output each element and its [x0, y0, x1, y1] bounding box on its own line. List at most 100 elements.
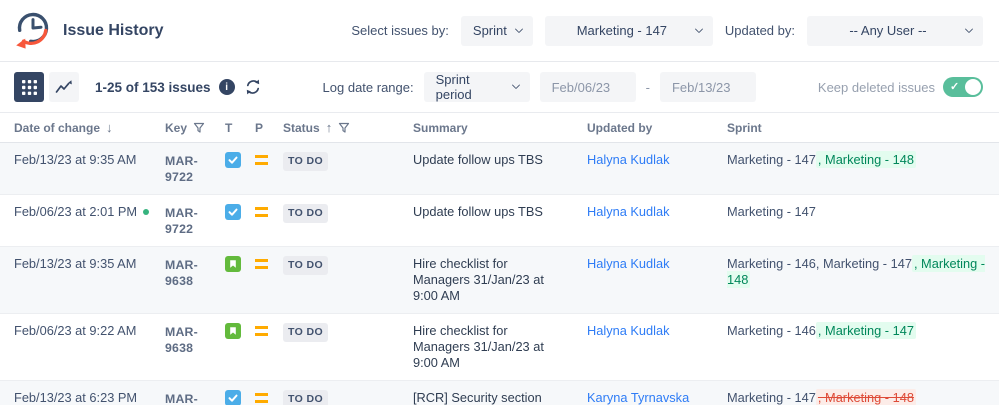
view-toggle — [14, 72, 79, 102]
log-period-dropdown[interactable]: Sprint period — [423, 72, 530, 102]
column-header-key[interactable]: Key — [165, 121, 225, 135]
top-controls: Select issues by: Sprint Marketing - 147… — [351, 15, 983, 46]
issue-type-icon — [225, 256, 241, 272]
sort-desc-icon[interactable]: ↓ — [106, 120, 113, 135]
column-header-updated-by[interactable]: Updated by — [587, 120, 653, 135]
updated-by-value: -- Any User -- — [849, 23, 927, 38]
sort-asc-icon[interactable]: ↑ — [325, 120, 333, 135]
issue-key: MAR-9722 — [165, 206, 198, 236]
keep-deleted-toggle[interactable]: ✓ — [943, 77, 983, 97]
toolbar: 1-25 of 153 issues i Log date range: Spr… — [0, 62, 999, 112]
sprint-value: Marketing - 147 — [727, 152, 816, 167]
table-row[interactable]: Feb/13/23 at 9:35 AM MAR-9722 TO DO Upda… — [0, 143, 999, 195]
issue-key: MAR-9722 — [165, 154, 198, 184]
issue-type-icon — [225, 204, 241, 220]
status-badge: TO DO — [283, 323, 329, 342]
updated-by-link[interactable]: Halyna Kudlak — [587, 204, 670, 219]
column-header-status[interactable]: Status ↑ — [283, 120, 413, 135]
priority-medium-icon — [255, 326, 268, 336]
column-header-priority[interactable]: P — [255, 120, 264, 135]
info-icon[interactable]: i — [218, 79, 235, 95]
sprint-value: Marketing - 146 — [727, 323, 816, 338]
sprint-dropdown[interactable]: Marketing - 147 — [544, 15, 713, 46]
status-badge: TO DO — [283, 256, 329, 275]
unread-dot-icon — [143, 209, 150, 215]
date-of-change: Feb/06/23 at 2:01 PM — [14, 204, 138, 219]
issue-summary: Hire checklist for Managers 31/Jan/23 at… — [413, 323, 544, 370]
column-header-date[interactable]: Date of change ↓ — [14, 120, 113, 135]
issue-type-icon — [225, 152, 241, 168]
updated-by-link[interactable]: Halyna Kudlak — [587, 152, 670, 167]
priority-medium-icon — [255, 155, 268, 165]
select-issues-by-dropdown[interactable]: Sprint — [460, 15, 533, 46]
sprint-change-value: , Marketing - 148 — [815, 151, 916, 168]
sprint-value: Marketing - 146, Marketing - 147 — [727, 256, 912, 271]
issue-history-logo-clock-icon — [16, 12, 49, 49]
updated-by-link[interactable]: Halyna Kudlak — [587, 323, 670, 338]
chevron-down-icon — [694, 24, 704, 33]
chevron-down-icon — [964, 24, 974, 33]
column-header-sprint[interactable]: Sprint — [727, 120, 762, 135]
date-of-change: Feb/06/23 at 9:22 AM — [14, 323, 137, 338]
status-badge: TO DO — [283, 152, 329, 171]
table-row[interactable]: Feb/13/23 at 9:35 AM MAR-9638 TO DO Hire… — [0, 247, 999, 314]
date-of-change: Feb/13/23 at 9:35 AM — [14, 152, 137, 167]
status-badge: TO DO — [283, 204, 329, 223]
select-issues-by-value: Sprint — [472, 23, 507, 38]
sprint-value: Marketing - 147 — [727, 390, 816, 405]
column-header-summary[interactable]: Summary — [413, 120, 468, 135]
issue-summary: Hire checklist for Managers 31/Jan/23 at… — [413, 256, 544, 303]
issue-type-icon — [225, 390, 241, 405]
log-period-value: Sprint period — [435, 72, 472, 102]
refresh-button[interactable] — [245, 79, 261, 95]
filter-funnel-icon[interactable] — [338, 122, 350, 134]
issue-summary: Update follow ups TBS — [413, 152, 543, 167]
table-row[interactable]: Feb/06/23 at 9:22 AM MAR-9638 TO DO Hire… — [0, 314, 999, 381]
chevron-down-icon — [511, 80, 520, 90]
toggle-knob — [965, 79, 981, 95]
priority-medium-icon — [255, 259, 268, 269]
sprint-change-value: , Marketing - 147 — [815, 322, 916, 339]
issue-type-icon — [225, 323, 241, 339]
grid-view-button[interactable] — [14, 72, 44, 102]
updated-by-link[interactable]: Karyna Tyrnavska — [587, 390, 690, 405]
updated-by-label: Updated by: — [724, 23, 795, 38]
sprint-value: Marketing - 147 — [727, 204, 816, 219]
check-icon: ✓ — [950, 81, 960, 93]
chevron-down-icon — [514, 24, 524, 33]
page-title: Issue History — [63, 21, 164, 39]
issue-key: MAR-9638 — [165, 325, 198, 355]
date-from-input[interactable] — [539, 72, 636, 102]
date-range-separator: - — [645, 79, 650, 95]
chart-view-button[interactable] — [49, 72, 79, 102]
line-chart-icon — [55, 80, 72, 93]
issue-summary: Update follow ups TBS — [413, 204, 543, 219]
table-header: Date of change ↓ Key T P Status ↑ Summar… — [0, 112, 999, 143]
sprint-dropdown-value: Marketing - 147 — [576, 23, 668, 38]
updated-by-link[interactable]: Halyna Kudlak — [587, 256, 670, 271]
keep-deleted-label: Keep deleted issues — [817, 79, 935, 95]
brand: Issue History — [12, 9, 163, 53]
table-row[interactable]: Feb/06/23 at 2:01 PM MAR-9722 TO DO Upda… — [0, 195, 999, 247]
grid-icon — [21, 79, 37, 95]
issue-summary: [RCR] Security section — [413, 390, 542, 405]
status-badge: TO DO — [283, 390, 329, 405]
refresh-icon — [246, 79, 259, 95]
filter-funnel-icon[interactable] — [193, 122, 205, 134]
priority-medium-icon — [255, 207, 268, 217]
date-to-input[interactable] — [659, 72, 756, 102]
date-of-change: Feb/13/23 at 9:35 AM — [14, 256, 137, 271]
column-header-type[interactable]: T — [225, 120, 233, 135]
issue-key: MAR-9624 — [165, 392, 198, 405]
issues-count: 1-25 of 153 issues — [95, 79, 211, 95]
priority-medium-icon — [255, 393, 268, 403]
sprint-change-value: , Marketing - 148 — [815, 389, 916, 405]
table-row[interactable]: Feb/13/23 at 6:23 PM MAR-9624 TO DO [RCR… — [0, 381, 999, 405]
log-date-range-group: Log date range: Sprint period - — [323, 72, 756, 102]
table-body: Feb/13/23 at 9:35 AM MAR-9722 TO DO Upda… — [0, 143, 999, 405]
updated-by-dropdown[interactable]: -- Any User -- — [807, 15, 983, 46]
keep-deleted-group: Keep deleted issues ✓ — [818, 77, 983, 97]
issue-key: MAR-9638 — [165, 258, 198, 288]
top-bar: Issue History Select issues by: Sprint M… — [0, 0, 999, 62]
date-of-change: Feb/13/23 at 6:23 PM — [14, 390, 138, 405]
